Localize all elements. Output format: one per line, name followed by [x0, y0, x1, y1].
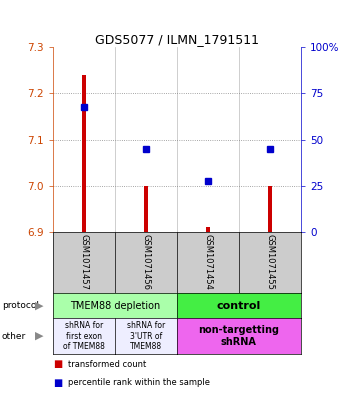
- Text: ▶: ▶: [35, 331, 44, 341]
- Text: TMEM88 depletion: TMEM88 depletion: [70, 301, 160, 310]
- Bar: [82, 75, 86, 232]
- Text: GSM1071457: GSM1071457: [79, 234, 88, 290]
- Text: other: other: [2, 332, 26, 340]
- Text: GSM1071456: GSM1071456: [141, 234, 150, 290]
- Text: control: control: [217, 301, 261, 310]
- Title: GDS5077 / ILMN_1791511: GDS5077 / ILMN_1791511: [95, 33, 259, 46]
- Text: shRNA for
first exon
of TMEM88: shRNA for first exon of TMEM88: [63, 321, 105, 351]
- Text: shRNA for
3'UTR of
TMEM88: shRNA for 3'UTR of TMEM88: [126, 321, 165, 351]
- Bar: [206, 227, 210, 232]
- Text: non-targetting
shRNA: non-targetting shRNA: [198, 325, 279, 347]
- Text: ■: ■: [53, 378, 62, 388]
- Text: GSM1071455: GSM1071455: [266, 234, 274, 290]
- Text: GSM1071454: GSM1071454: [203, 234, 212, 290]
- Text: ▶: ▶: [35, 301, 44, 310]
- Text: percentile rank within the sample: percentile rank within the sample: [68, 378, 210, 387]
- Text: transformed count: transformed count: [68, 360, 146, 369]
- Bar: [268, 185, 272, 232]
- Text: ■: ■: [53, 359, 62, 369]
- Text: protocol: protocol: [2, 301, 39, 310]
- Bar: [143, 185, 148, 232]
